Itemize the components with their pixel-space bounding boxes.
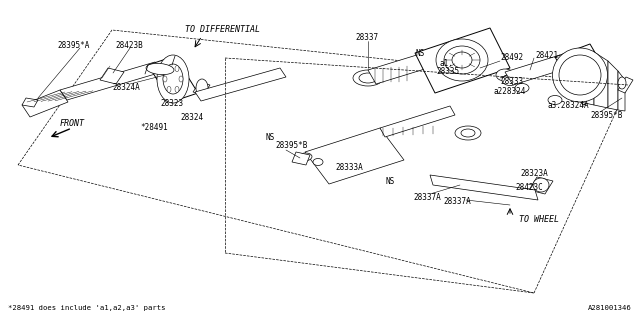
Ellipse shape (157, 55, 189, 103)
Text: 28423B: 28423B (115, 41, 143, 50)
Ellipse shape (163, 64, 183, 94)
Polygon shape (555, 44, 618, 105)
Ellipse shape (533, 178, 549, 192)
Text: 28323A: 28323A (520, 169, 548, 178)
Text: 28337A: 28337A (413, 193, 441, 202)
Text: a3.28324A: a3.28324A (548, 101, 589, 110)
Polygon shape (22, 90, 68, 117)
Polygon shape (22, 98, 38, 107)
Text: 28335: 28335 (436, 68, 459, 76)
Text: 28324A: 28324A (112, 83, 140, 92)
Polygon shape (618, 77, 633, 93)
Ellipse shape (163, 76, 167, 82)
Polygon shape (305, 128, 404, 184)
Polygon shape (195, 68, 286, 101)
Text: 28333A: 28333A (335, 163, 363, 172)
Text: *28491 does include 'a1,a2,a3' parts: *28491 does include 'a1,a2,a3' parts (8, 305, 166, 311)
Ellipse shape (452, 52, 472, 68)
Polygon shape (368, 54, 428, 84)
Polygon shape (100, 68, 124, 84)
Ellipse shape (548, 95, 562, 105)
Text: a228324: a228324 (494, 87, 526, 97)
Text: *28491: *28491 (140, 123, 168, 132)
Ellipse shape (455, 126, 481, 140)
Text: 28333: 28333 (500, 77, 523, 86)
Polygon shape (380, 106, 455, 137)
Ellipse shape (146, 63, 174, 75)
Ellipse shape (175, 66, 179, 72)
Polygon shape (430, 175, 538, 200)
Text: 28323: 28323 (160, 99, 183, 108)
Ellipse shape (515, 84, 529, 92)
Text: A281001346: A281001346 (588, 305, 632, 311)
Ellipse shape (353, 70, 383, 86)
Polygon shape (193, 82, 210, 95)
Ellipse shape (436, 39, 488, 81)
Polygon shape (60, 62, 162, 100)
Polygon shape (580, 48, 594, 105)
Ellipse shape (502, 75, 518, 85)
Ellipse shape (618, 77, 626, 89)
Text: 28395*B: 28395*B (590, 111, 622, 121)
Text: 28337A: 28337A (443, 197, 471, 206)
Ellipse shape (179, 76, 183, 82)
Ellipse shape (559, 55, 601, 95)
Text: 28337: 28337 (355, 33, 378, 42)
Polygon shape (148, 56, 198, 102)
Ellipse shape (313, 158, 323, 165)
Text: TO WHEEL: TO WHEEL (519, 215, 559, 225)
Text: a1.: a1. (440, 60, 454, 68)
Ellipse shape (444, 46, 480, 74)
Polygon shape (292, 152, 310, 165)
Ellipse shape (175, 86, 179, 92)
Text: FRONT: FRONT (60, 119, 85, 129)
Ellipse shape (298, 153, 312, 161)
Polygon shape (594, 52, 608, 108)
Ellipse shape (496, 69, 514, 81)
Text: 28324: 28324 (180, 114, 203, 123)
Ellipse shape (167, 66, 171, 72)
Text: 28423C: 28423C (515, 182, 543, 191)
Text: NS: NS (415, 50, 424, 59)
Polygon shape (505, 55, 568, 85)
Text: 28395*A: 28395*A (57, 42, 90, 51)
Polygon shape (608, 61, 618, 110)
Ellipse shape (359, 73, 377, 83)
Polygon shape (529, 177, 553, 194)
Ellipse shape (196, 79, 208, 97)
Text: NS: NS (265, 132, 275, 141)
Polygon shape (618, 71, 625, 111)
Text: 28492: 28492 (500, 53, 523, 62)
Text: NS: NS (385, 178, 394, 187)
Text: TO DIFFERENTIAL: TO DIFFERENTIAL (185, 25, 260, 34)
Ellipse shape (167, 86, 171, 92)
Ellipse shape (461, 129, 475, 137)
Polygon shape (415, 28, 510, 93)
Text: 28395*B: 28395*B (275, 141, 307, 150)
Ellipse shape (552, 48, 607, 102)
Text: 28421: 28421 (535, 51, 558, 60)
